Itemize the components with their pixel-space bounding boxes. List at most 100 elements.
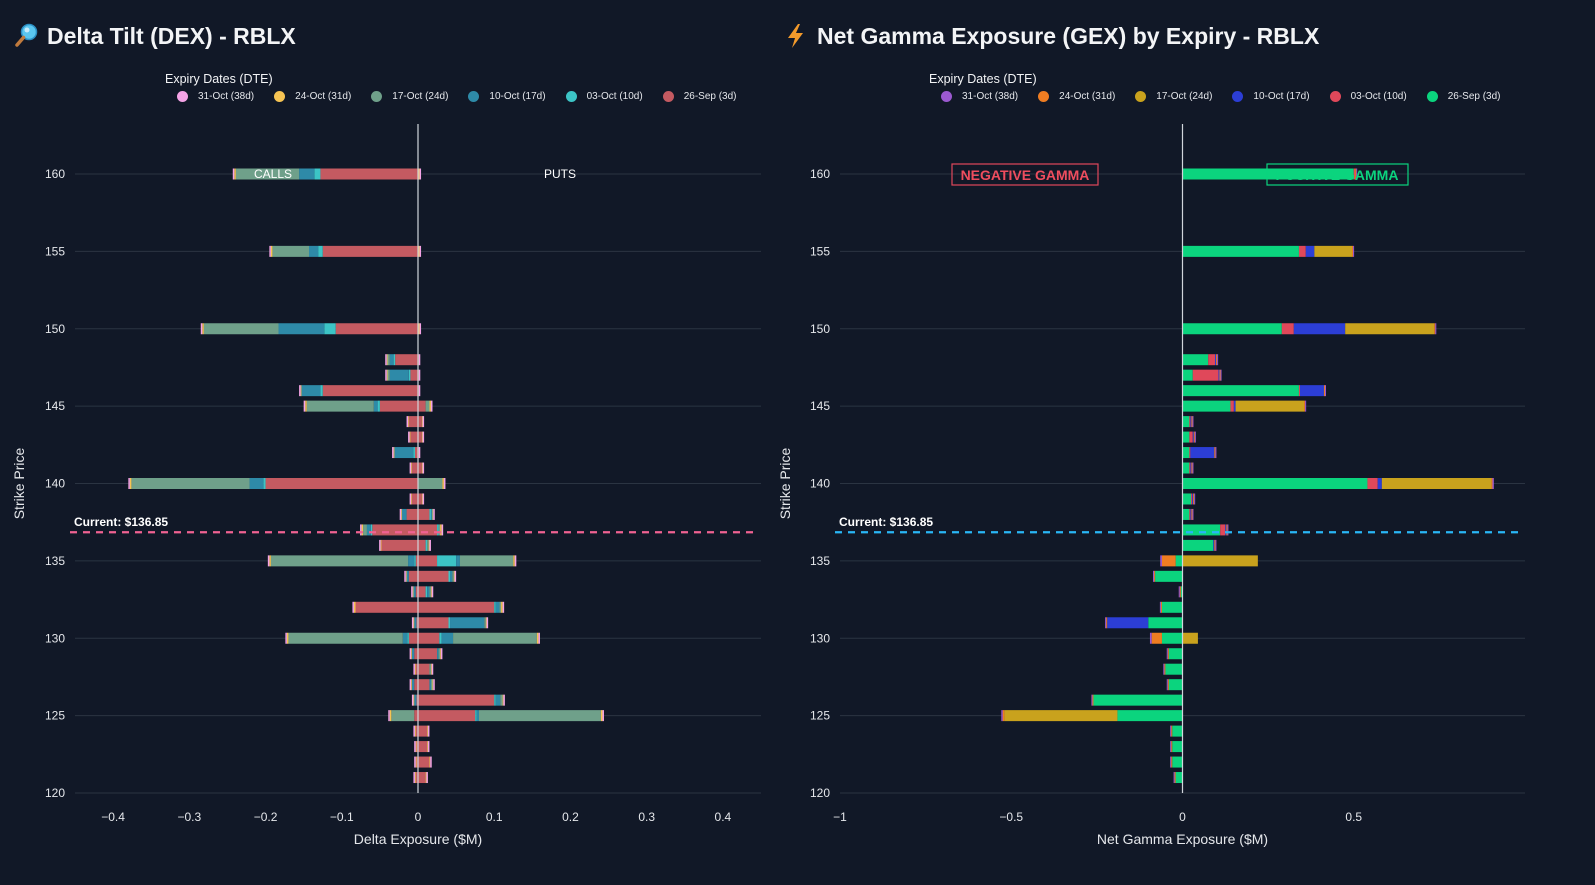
dex-bar-segment xyxy=(411,648,412,660)
dex-bar-segment xyxy=(411,462,418,474)
dex-bar-segment xyxy=(413,617,415,629)
dex-legend-item[interactable]: 24-Oct (31d) xyxy=(274,91,351,102)
dex-bar-segment xyxy=(429,756,431,768)
dex-bar-segment xyxy=(418,354,421,366)
dex-bar-segment xyxy=(285,632,287,644)
gex-legend-item[interactable]: 31-Oct (38d) xyxy=(941,91,1018,102)
gex-legend-item[interactable]: 26-Sep (3d) xyxy=(1426,91,1501,102)
dex-x-tick-label: −0.1 xyxy=(330,810,354,824)
gex-legend-item[interactable]: 10-Oct (17d) xyxy=(1232,91,1310,102)
gex-bar-segment xyxy=(1434,323,1436,335)
dex-bar-segment xyxy=(379,539,381,551)
dex-bar-segment xyxy=(416,694,418,706)
gex-legend-item[interactable]: 24-Oct (31d) xyxy=(1038,91,1115,102)
gex-bar-segment xyxy=(1105,617,1107,629)
dex-bar-segment xyxy=(440,524,442,536)
gex-bar-segment xyxy=(1091,694,1093,706)
dex-bar-segment xyxy=(418,369,421,381)
gex-bar-segment xyxy=(1179,586,1181,598)
gex-bar-segment xyxy=(1492,478,1494,489)
dex-bar-segment xyxy=(404,570,406,582)
dex-bar-segment xyxy=(439,632,442,644)
dex-bar-segment xyxy=(427,539,429,551)
gex-bar-segment xyxy=(1001,710,1003,722)
dex-bar-segment xyxy=(448,570,451,582)
dex-y-tick-label: 125 xyxy=(45,709,65,723)
gex-bar-segment xyxy=(1305,400,1307,412)
dex-bar-segment xyxy=(425,772,427,784)
gex-bar-segment xyxy=(1191,508,1193,520)
gex-bar-segment xyxy=(1172,756,1183,768)
dex-legend-item[interactable]: 10-Oct (17d) xyxy=(468,91,546,102)
dex-bar-segment xyxy=(419,245,422,257)
gex-bar-segment xyxy=(1004,710,1118,722)
dex-bar-segment xyxy=(415,741,417,753)
dex-bar-segment xyxy=(413,586,416,598)
dex-legend-label: 10-Oct (17d) xyxy=(489,91,546,102)
dex-bar-segment xyxy=(288,632,403,644)
dex-bar-segment xyxy=(431,586,434,598)
dex-chart-title: Delta Tilt (DEX) - RBLX xyxy=(14,22,296,50)
gex-y-tick-label: 150 xyxy=(810,322,830,336)
dex-bar-segment xyxy=(418,431,422,443)
dex-legend-item[interactable]: 26-Sep (3d) xyxy=(662,91,737,102)
dex-legend-item[interactable]: 31-Oct (38d) xyxy=(177,91,254,102)
dex-bar-segment xyxy=(427,741,430,753)
gex-x-tick-label: 0 xyxy=(1179,810,1186,824)
dex-bar-segment xyxy=(322,245,418,257)
dex-bar-segment xyxy=(394,447,414,459)
gex-bar-segment xyxy=(1345,323,1435,335)
dex-bar-segment xyxy=(389,369,409,381)
dex-bar-segment xyxy=(306,400,374,412)
gex-bar-segment xyxy=(1165,663,1183,675)
dex-bar-segment xyxy=(438,524,441,536)
gex-bar-segment xyxy=(1160,601,1162,613)
gex-y-tick-label: 160 xyxy=(810,167,830,181)
dex-bar-segment xyxy=(418,725,428,737)
gex-bar-segment xyxy=(1215,354,1217,366)
dex-legend-item[interactable]: 03-Oct (10d) xyxy=(565,91,643,102)
dex-bar-segment xyxy=(443,478,446,489)
dex-bar-segment xyxy=(413,694,415,706)
dex-bar-segment xyxy=(270,245,273,257)
gex-y-tick-label: 120 xyxy=(810,786,830,800)
gex-bar-segment xyxy=(1304,400,1306,412)
dex-bar-segment xyxy=(418,586,426,598)
gex-bar-segment xyxy=(1189,416,1191,428)
gex-legend-item[interactable]: 17-Oct (24d) xyxy=(1135,91,1212,102)
gex-legend-label: 24-Oct (31d) xyxy=(1059,91,1116,102)
legend-swatch-icon xyxy=(274,91,286,102)
dex-legend-label: 31-Oct (38d) xyxy=(198,91,255,102)
gex-legend-item[interactable]: 03-Oct (10d) xyxy=(1329,91,1407,102)
dex-bar-segment xyxy=(418,245,420,257)
dex-bar-segment xyxy=(415,555,418,567)
gex-bar-segment xyxy=(1233,400,1236,412)
dex-bar-segment xyxy=(476,710,479,722)
magnifier-icon xyxy=(15,23,38,47)
gex-bar-segment xyxy=(1194,431,1196,443)
dex-bar-segment xyxy=(442,478,444,489)
dex-bar-segment xyxy=(429,539,431,551)
dex-bar-segment xyxy=(131,478,250,489)
gex-bar-segment xyxy=(1191,416,1193,428)
dex-legend-item[interactable]: 17-Oct (24d) xyxy=(371,91,448,102)
dex-current-price-label: Current: $136.85 xyxy=(74,515,168,529)
dex-bar-segment xyxy=(414,772,416,784)
dex-bar-segment xyxy=(401,508,403,520)
gex-y-tick-label: 145 xyxy=(810,399,830,413)
gex-bar-segment xyxy=(1182,168,1354,180)
dex-bar-segment xyxy=(418,323,420,335)
gex-legend-label: 03-Oct (10d) xyxy=(1350,91,1407,102)
legend-swatch-icon xyxy=(662,91,674,102)
gex-bar-segment xyxy=(1154,570,1156,582)
dex-bar-segment xyxy=(411,493,412,505)
dex-y-tick-label: 140 xyxy=(45,477,65,491)
dex-bar-segment xyxy=(429,679,431,691)
gex-y-tick-label: 125 xyxy=(810,709,830,723)
dex-bar-segment xyxy=(430,679,433,691)
dex-bar-segment xyxy=(405,570,407,582)
dex-bar-segment xyxy=(418,168,420,180)
gex-bar-segment xyxy=(1174,772,1176,784)
dex-bar-segment xyxy=(399,508,402,520)
dex-bar-segment xyxy=(269,555,271,567)
